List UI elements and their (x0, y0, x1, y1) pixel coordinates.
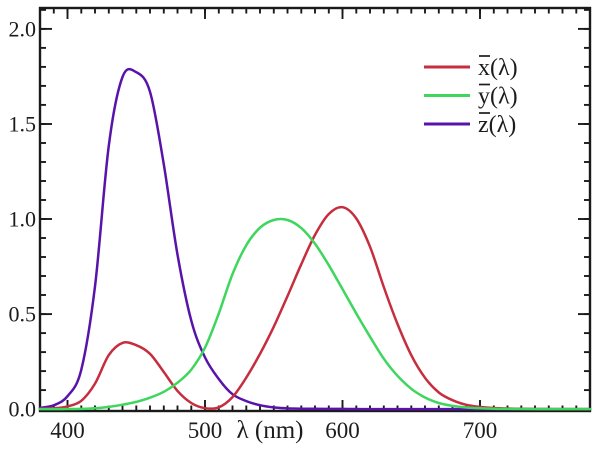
y-tick-1.5: 1.5 (9, 112, 37, 137)
x-tick-500: 500 (188, 418, 223, 443)
x-axis-tick-labels: 400 500 600 700 λ (nm) (50, 417, 497, 444)
x-axis-title: λ (nm) (237, 417, 304, 444)
y-tick-2.0: 2.0 (9, 17, 37, 42)
y-tick-0.5: 0.5 (9, 302, 37, 327)
x-tick-700: 700 (463, 418, 498, 443)
curve-x-bar (38, 205, 592, 411)
x-tick-400: 400 (50, 418, 85, 443)
y-tick-1.0: 1.0 (9, 207, 37, 232)
legend: x(λ) y(λ) z(λ) (424, 55, 518, 138)
legend-label-ybar: y(λ) (478, 84, 518, 110)
legend-label-xbar: x(λ) (478, 55, 518, 81)
legend-label-zbar: z(λ) (478, 112, 516, 138)
curve-y-bar (38, 217, 592, 411)
y-tick-0.0: 0.0 (9, 397, 37, 422)
x-tick-600: 600 (325, 418, 360, 443)
data-curves (38, 67, 592, 411)
y-axis-tick-labels: 0.0 0.5 1.0 1.5 2.0 (9, 17, 37, 422)
